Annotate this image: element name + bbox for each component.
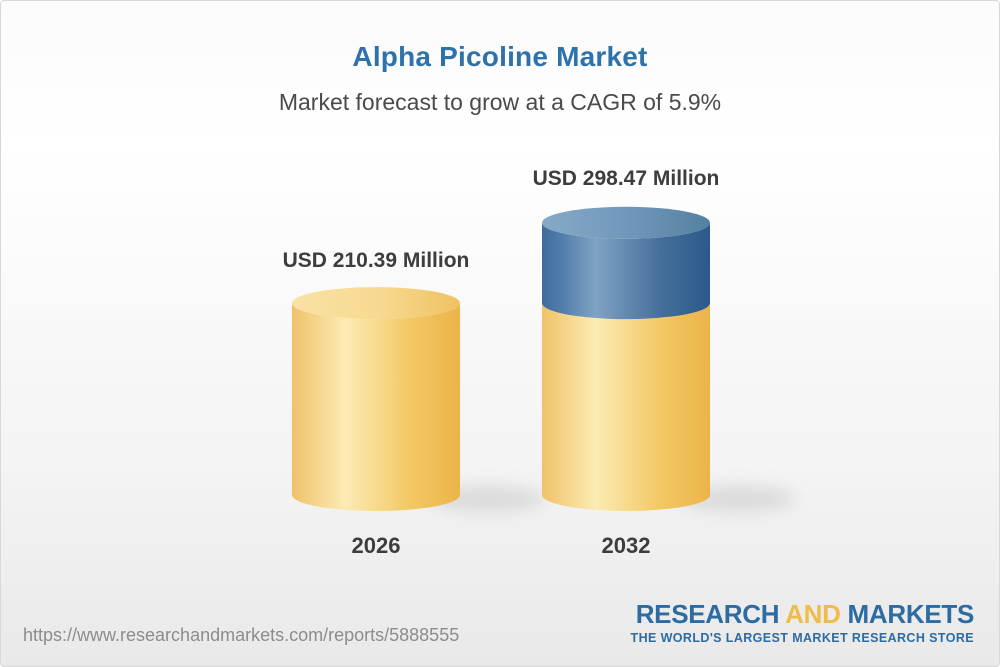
- value-label-2026: USD 210.39 Million: [282, 249, 470, 272]
- logo-word-and: AND: [785, 599, 841, 629]
- category-label-2032: 2032: [601, 533, 651, 558]
- bar-2032-base-segment: [542, 303, 710, 511]
- bar-2026-segment: [292, 303, 460, 511]
- category-label-2026: 2026: [351, 533, 401, 558]
- bar-2032-growth-segment: [542, 222, 710, 320]
- logo-word-research: RESEARCH: [635, 599, 780, 629]
- bar-2026-top-cap: [292, 287, 460, 320]
- bar-2032-top-cap: [542, 206, 710, 239]
- logo-wordmark: RESEARCH AND MARKETS: [631, 599, 975, 629]
- chart-subtitle: Market forecast to grow at a CAGR of 5.9…: [278, 89, 722, 115]
- research-and-markets-logo: RESEARCH AND MARKETS THE WORLD'S LARGEST…: [630, 599, 975, 645]
- value-label-2032: USD 298.47 Million: [532, 167, 720, 190]
- chart-title: Alpha Picoline Market: [352, 41, 648, 72]
- logo-tagline: THE WORLD'S LARGEST MARKET RESEARCH STOR…: [630, 631, 974, 645]
- logo-word-markets: MARKETS: [847, 599, 975, 629]
- report-url: https://www.researchandmarkets.com/repor…: [23, 625, 460, 645]
